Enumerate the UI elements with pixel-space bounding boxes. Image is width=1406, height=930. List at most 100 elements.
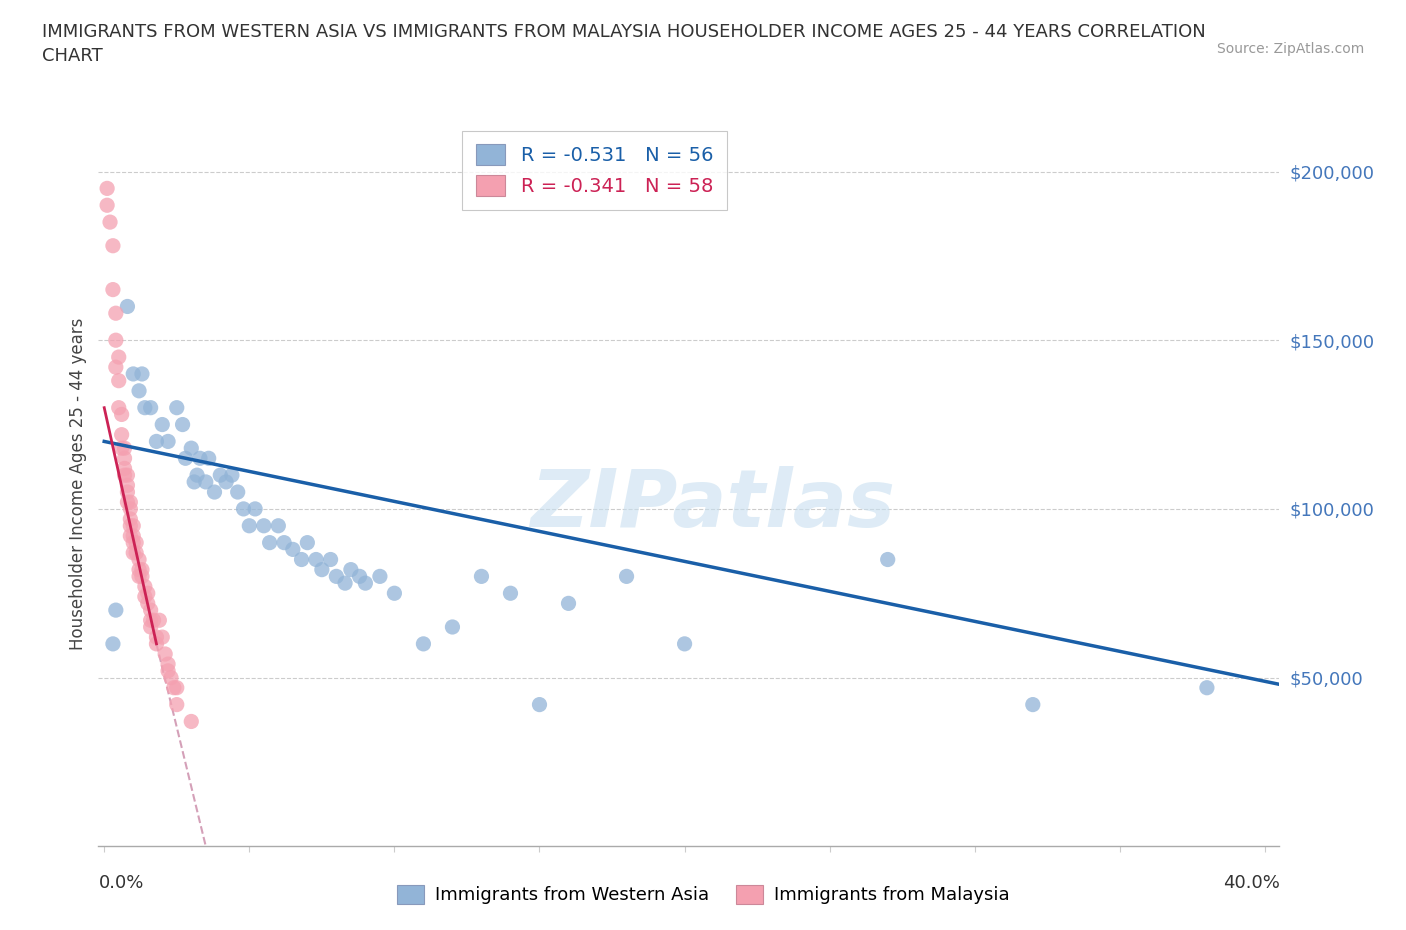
Point — [529, 698, 551, 712]
Point — [209, 468, 232, 483]
Point — [117, 478, 139, 493]
Point — [120, 528, 142, 543]
Point — [259, 535, 281, 550]
Text: 0.0%: 0.0% — [98, 874, 143, 892]
Point — [101, 282, 124, 297]
Point — [117, 299, 139, 314]
Point — [134, 579, 156, 594]
Point — [98, 215, 121, 230]
Point — [183, 474, 205, 489]
Point — [157, 657, 180, 671]
Point — [104, 603, 127, 618]
Point — [325, 569, 347, 584]
Point — [131, 569, 153, 584]
Point — [354, 576, 377, 591]
Point — [120, 512, 142, 526]
Point — [166, 400, 188, 415]
Point — [232, 501, 254, 516]
Point — [131, 563, 153, 578]
Point — [114, 461, 136, 476]
Point — [134, 400, 156, 415]
Point — [180, 714, 202, 729]
Point — [104, 333, 127, 348]
Point — [204, 485, 226, 499]
Point — [120, 495, 142, 510]
Point — [160, 671, 183, 685]
Point — [186, 468, 208, 483]
Point — [136, 596, 159, 611]
Point — [139, 603, 162, 618]
Point — [114, 451, 136, 466]
Point — [157, 434, 180, 449]
Point — [96, 198, 118, 213]
Point — [122, 535, 145, 550]
Point — [297, 535, 319, 550]
Point — [412, 636, 434, 651]
Point — [1022, 698, 1045, 712]
Point — [1195, 680, 1218, 695]
Point — [333, 576, 356, 591]
Point — [499, 586, 522, 601]
Point — [128, 552, 150, 567]
Point — [125, 545, 148, 560]
Point — [96, 181, 118, 196]
Point — [148, 613, 170, 628]
Text: IMMIGRANTS FROM WESTERN ASIA VS IMMIGRANTS FROM MALAYSIA HOUSEHOLDER INCOME AGES: IMMIGRANTS FROM WESTERN ASIA VS IMMIGRAN… — [42, 23, 1206, 65]
Point — [111, 407, 134, 422]
Point — [673, 636, 696, 651]
Point — [122, 545, 145, 560]
Point — [616, 569, 638, 584]
Point — [104, 306, 127, 321]
Point — [238, 518, 260, 533]
Text: Source: ZipAtlas.com: Source: ZipAtlas.com — [1216, 42, 1364, 56]
Point — [180, 441, 202, 456]
Point — [107, 373, 129, 388]
Point — [166, 698, 188, 712]
Point — [349, 569, 371, 584]
Point — [142, 613, 165, 628]
Point — [117, 468, 139, 483]
Text: 40.0%: 40.0% — [1223, 874, 1279, 892]
Point — [120, 501, 142, 516]
Point — [114, 468, 136, 483]
Point — [557, 596, 579, 611]
Point — [876, 552, 898, 567]
Point — [131, 366, 153, 381]
Point — [150, 418, 173, 432]
Point — [273, 535, 295, 550]
Point — [139, 400, 162, 415]
Point — [128, 569, 150, 584]
Point — [101, 636, 124, 651]
Point — [153, 646, 176, 661]
Point — [188, 451, 211, 466]
Point — [117, 485, 139, 499]
Point — [226, 485, 249, 499]
Point — [139, 613, 162, 628]
Point — [134, 590, 156, 604]
Point — [128, 563, 150, 578]
Point — [157, 663, 180, 678]
Legend: Immigrants from Western Asia, Immigrants from Malaysia: Immigrants from Western Asia, Immigrants… — [389, 877, 1017, 911]
Point — [172, 418, 194, 432]
Point — [290, 552, 312, 567]
Point — [340, 563, 363, 578]
Point — [215, 474, 238, 489]
Point — [145, 630, 167, 644]
Legend: R = -0.531   N = 56, R = -0.341   N = 58: R = -0.531 N = 56, R = -0.341 N = 58 — [463, 130, 727, 210]
Point — [107, 350, 129, 365]
Point — [111, 427, 134, 442]
Point — [128, 383, 150, 398]
Point — [139, 619, 162, 634]
Point — [174, 451, 197, 466]
Point — [120, 518, 142, 533]
Y-axis label: Householder Income Ages 25 - 44 years: Householder Income Ages 25 - 44 years — [69, 317, 87, 650]
Point — [267, 518, 290, 533]
Point — [145, 434, 167, 449]
Point — [470, 569, 492, 584]
Point — [243, 501, 266, 516]
Point — [104, 360, 127, 375]
Point — [221, 468, 243, 483]
Text: ZIPatlas: ZIPatlas — [530, 466, 896, 544]
Point — [122, 366, 145, 381]
Point — [122, 528, 145, 543]
